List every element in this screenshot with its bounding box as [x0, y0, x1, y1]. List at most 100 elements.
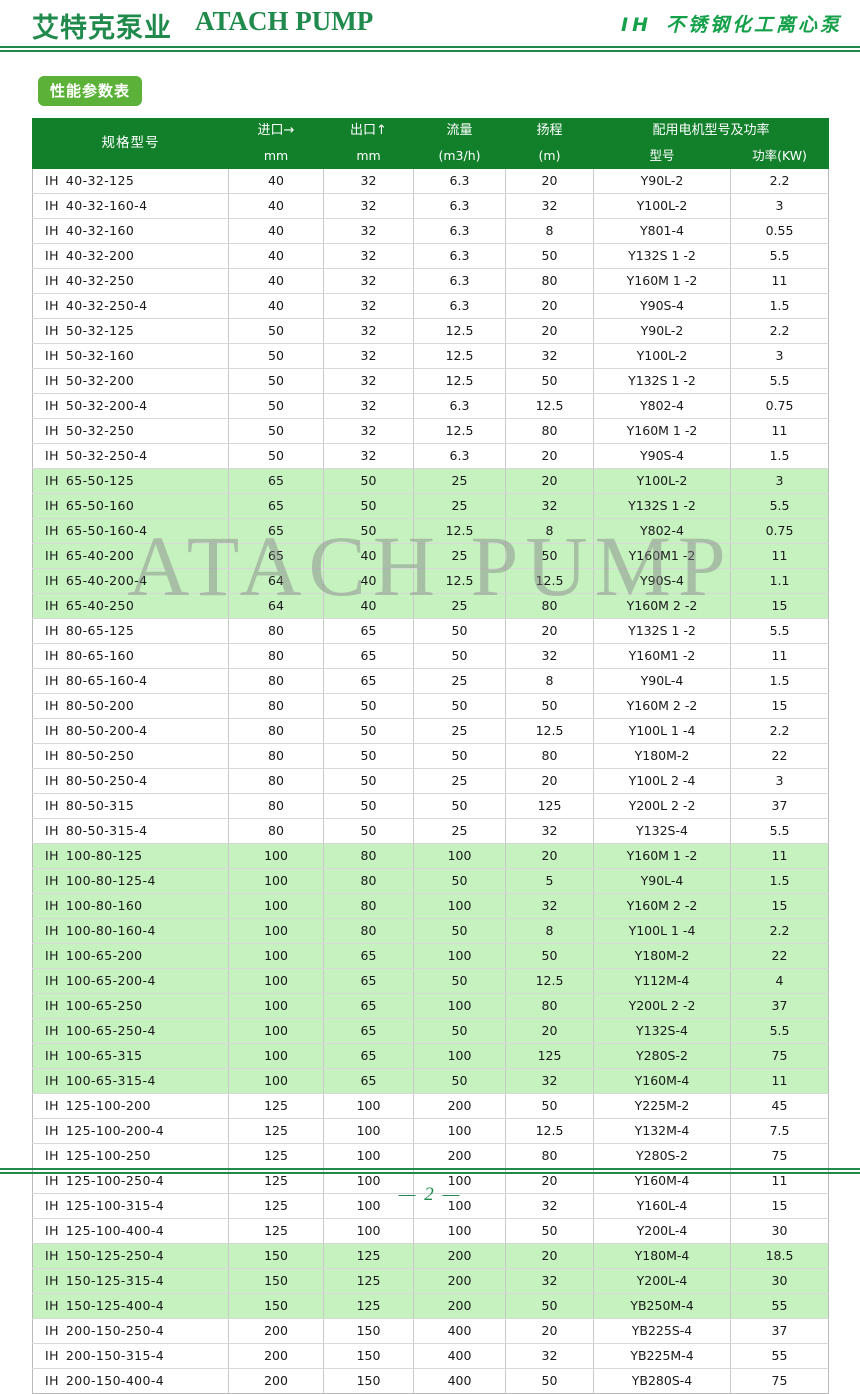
cell-flow: 25	[413, 493, 506, 520]
cell-motor: Y802-4	[593, 393, 731, 420]
cell-power: 7.5	[729, 1118, 830, 1145]
table-row: IH 125-100-400-4 125 100 100 50 Y200L-4 30	[32, 1218, 830, 1245]
cell-head: 20	[505, 1018, 594, 1045]
table-row: IH 80-50-200 80 50 50 50 Y160M 2 -2 15	[32, 693, 830, 720]
header-head-unit: (m)	[505, 143, 594, 170]
cell-inlet: 80	[228, 618, 324, 645]
table-row: IH 65-50-125 65 50 25 20 Y100L-2 3	[32, 468, 830, 495]
model-number: 40-32-250-4	[65, 298, 148, 314]
cell-head: 20	[505, 468, 594, 495]
model-number: 100-65-315	[65, 1048, 143, 1064]
model-number: 80-65-160-4	[65, 673, 148, 689]
cell-outlet: 40	[323, 568, 414, 595]
model-prefix: IH	[45, 523, 59, 539]
cell-model: IH 40-32-160	[32, 218, 229, 245]
cell-power: 1.5	[729, 443, 830, 470]
cell-power: 3	[729, 343, 830, 370]
cell-power: 1.5	[729, 668, 830, 695]
cell-outlet: 80	[323, 893, 414, 920]
cell-motor: Y90S-4	[593, 293, 731, 320]
table-row: IH 200-150-400-4 200 150 400 50 YB280S-4 75	[32, 1368, 830, 1394]
cell-outlet: 65	[323, 643, 414, 670]
cell-head: 32	[505, 1343, 594, 1370]
model-prefix: IH	[45, 1223, 59, 1239]
cell-head: 20	[505, 618, 594, 645]
table-body: IH 40-32-125 40 32 6.3 20 Y90L-2 2.2 IH 40-32-160…	[32, 168, 830, 1394]
cell-model: IH 65-50-160-4	[32, 518, 229, 545]
model-prefix: IH	[45, 623, 59, 639]
cell-flow: 25	[413, 768, 506, 795]
product-title: 不锈钢化工离心泵	[665, 14, 842, 36]
cell-flow: 50	[413, 743, 506, 770]
cell-model: IH 125-100-250	[32, 1143, 229, 1170]
cell-flow: 200	[413, 1293, 506, 1320]
model-prefix: IH	[45, 448, 59, 464]
cell-inlet: 65	[228, 468, 324, 495]
table-row: IH 65-40-250 64 40 25 80 Y160M 2 -2 15	[32, 593, 830, 620]
cell-motor: Y132S 1 -2	[593, 243, 731, 270]
cell-inlet: 40	[228, 193, 324, 220]
cell-model: IH 80-65-125	[32, 618, 229, 645]
cell-flow: 200	[413, 1268, 506, 1295]
model-number: 100-80-125	[65, 848, 143, 864]
cell-motor: Y180M-2	[593, 943, 731, 970]
cell-model: IH 125-100-200	[32, 1093, 229, 1120]
cell-motor: Y160M1 -2	[593, 643, 731, 670]
cell-power: 15	[729, 593, 830, 620]
cell-flow: 25	[413, 593, 506, 620]
model-number: 80-65-125	[65, 623, 135, 639]
cell-power: 75	[729, 1143, 830, 1170]
cell-power: 5.5	[729, 1018, 830, 1045]
model-number: 200-150-315-4	[65, 1348, 165, 1364]
table-row: IH 100-80-160 100 80 100 32 Y160M 2 -2 15	[32, 893, 830, 920]
cell-power: 0.75	[729, 518, 830, 545]
cell-motor: Y132S 1 -2	[593, 618, 731, 645]
cell-power: 3	[729, 193, 830, 220]
cell-power: 11	[729, 418, 830, 445]
cell-inlet: 40	[228, 218, 324, 245]
table-row: IH 65-50-160 65 50 25 32 Y132S 1 -2 5.5	[32, 493, 830, 520]
cell-model: IH 100-80-125-4	[32, 868, 229, 895]
cell-outlet: 65	[323, 668, 414, 695]
cell-inlet: 40	[228, 293, 324, 320]
cell-power: 75	[729, 1043, 830, 1070]
cell-inlet: 200	[228, 1343, 324, 1370]
model-prefix: IH	[45, 1373, 59, 1389]
cell-model: IH 40-32-125	[32, 168, 229, 195]
model-prefix: IH	[45, 923, 59, 939]
table-row: IH 100-65-315-4 100 65 50 32 Y160M-4 11	[32, 1068, 830, 1095]
model-number: 80-50-200-4	[65, 723, 148, 739]
product-title-group: IH 不锈钢化工离心泵	[621, 10, 842, 37]
page-number: — 2 —	[398, 1184, 462, 1205]
cell-head: 20	[505, 1318, 594, 1345]
cell-head: 32	[505, 643, 594, 670]
cell-flow: 200	[413, 1243, 506, 1270]
cell-flow: 50	[413, 1018, 506, 1045]
model-prefix: IH	[45, 1348, 59, 1364]
model-number: 125-100-200	[65, 1098, 151, 1114]
cell-motor: Y100L 1 -4	[593, 718, 731, 745]
cell-inlet: 100	[228, 893, 324, 920]
cell-power: 3	[729, 768, 830, 795]
cell-flow: 400	[413, 1343, 506, 1370]
cell-head: 8	[505, 518, 594, 545]
cell-inlet: 50	[228, 318, 324, 345]
model-prefix: IH	[45, 1273, 59, 1289]
cell-flow: 25	[413, 543, 506, 570]
model-number: 125-100-250-4	[65, 1173, 165, 1189]
cell-outlet: 100	[323, 1093, 414, 1120]
cell-power: 5.5	[729, 368, 830, 395]
cell-power: 55	[729, 1293, 830, 1320]
table-row: IH 200-150-250-4 200 150 400 20 YB225S-4 37	[32, 1318, 830, 1345]
model-number: 100-80-160-4	[65, 923, 156, 939]
cell-flow: 12.5	[413, 343, 506, 370]
cell-motor: Y90S-4	[593, 443, 731, 470]
cell-motor: Y160M 2 -2	[593, 693, 731, 720]
cell-head: 32	[505, 893, 594, 920]
table-row: IH 50-32-250 50 32 12.5 80 Y160M 1 -2 11	[32, 418, 830, 445]
cell-inlet: 200	[228, 1318, 324, 1345]
cell-power: 11	[729, 543, 830, 570]
model-number: 40-32-160-4	[65, 198, 148, 214]
table-header-row-sub: mm mm (m3/h) (m) 型号 功率(KW)	[33, 143, 830, 170]
cell-inlet: 100	[228, 943, 324, 970]
